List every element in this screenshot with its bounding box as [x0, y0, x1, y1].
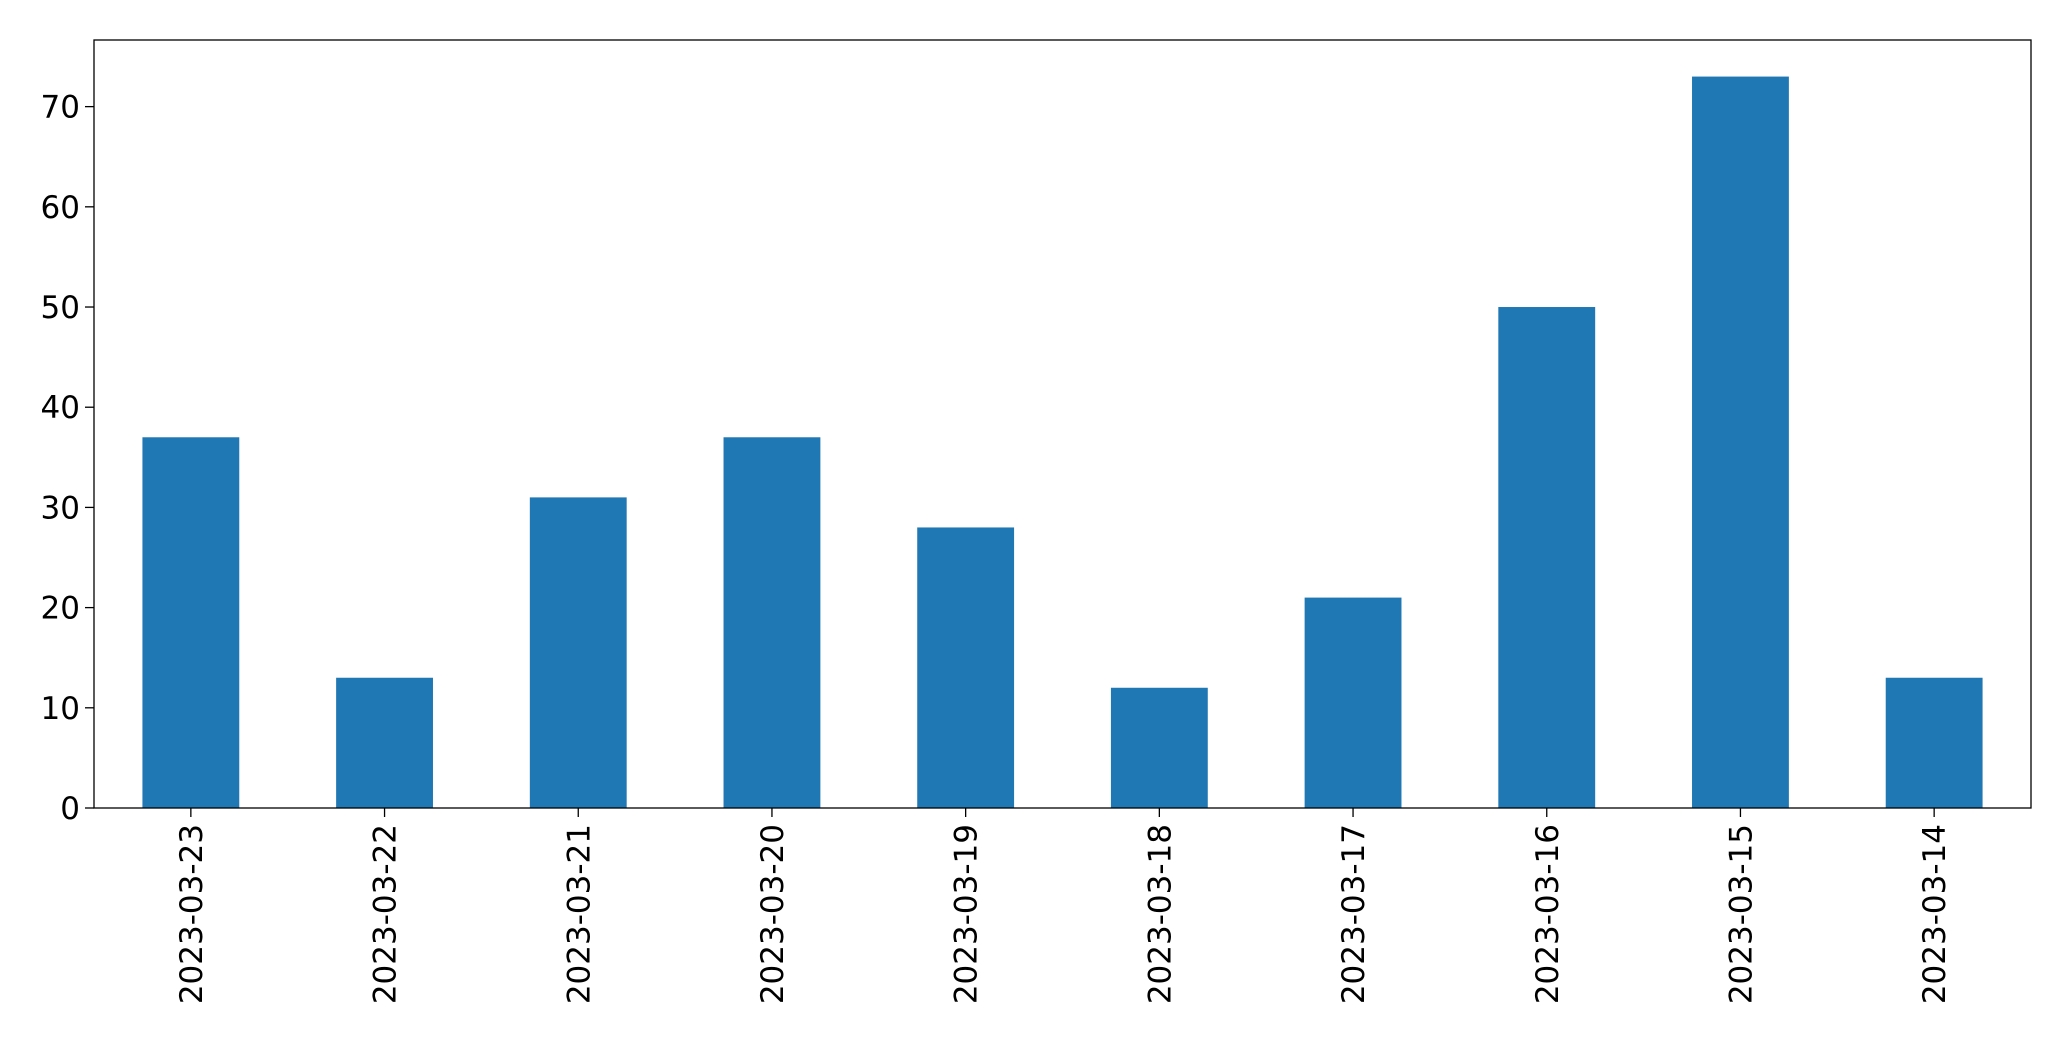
bar — [1304, 597, 1402, 808]
bar — [723, 437, 821, 808]
x-tick-label: 2023-03-23 — [174, 824, 210, 1004]
bar — [529, 497, 627, 808]
y-tick-label: 50 — [41, 290, 80, 326]
x-tick-label: 2023-03-20 — [755, 824, 791, 1004]
y-tick-label: 0 — [60, 791, 80, 827]
y-tick-label: 30 — [41, 490, 80, 526]
bar — [917, 527, 1015, 808]
bar — [1885, 677, 1983, 808]
bar — [1692, 76, 1789, 809]
x-tick-label: 2023-03-21 — [561, 824, 597, 1004]
bar — [1110, 687, 1208, 808]
x-tick-label: 2023-03-17 — [1336, 824, 1372, 1004]
bar — [142, 437, 240, 808]
x-tick-label: 2023-03-19 — [949, 824, 985, 1004]
plot-frame — [93, 39, 2032, 809]
x-tick-label: 2023-03-14 — [1917, 824, 1953, 1004]
x-tick-label: 2023-03-18 — [1142, 824, 1178, 1004]
y-tick-label: 10 — [41, 691, 80, 727]
y-tick-label: 70 — [41, 90, 80, 126]
y-tick-label: 20 — [41, 591, 80, 627]
x-tick-label: 2023-03-16 — [1530, 824, 1566, 1004]
bar — [336, 677, 433, 808]
bar — [1498, 307, 1596, 808]
y-tick-label: 60 — [41, 190, 80, 226]
y-tick-label: 40 — [41, 390, 80, 426]
x-tick-label: 2023-03-15 — [1723, 824, 1759, 1004]
x-tick-label: 2023-03-22 — [368, 824, 404, 1004]
